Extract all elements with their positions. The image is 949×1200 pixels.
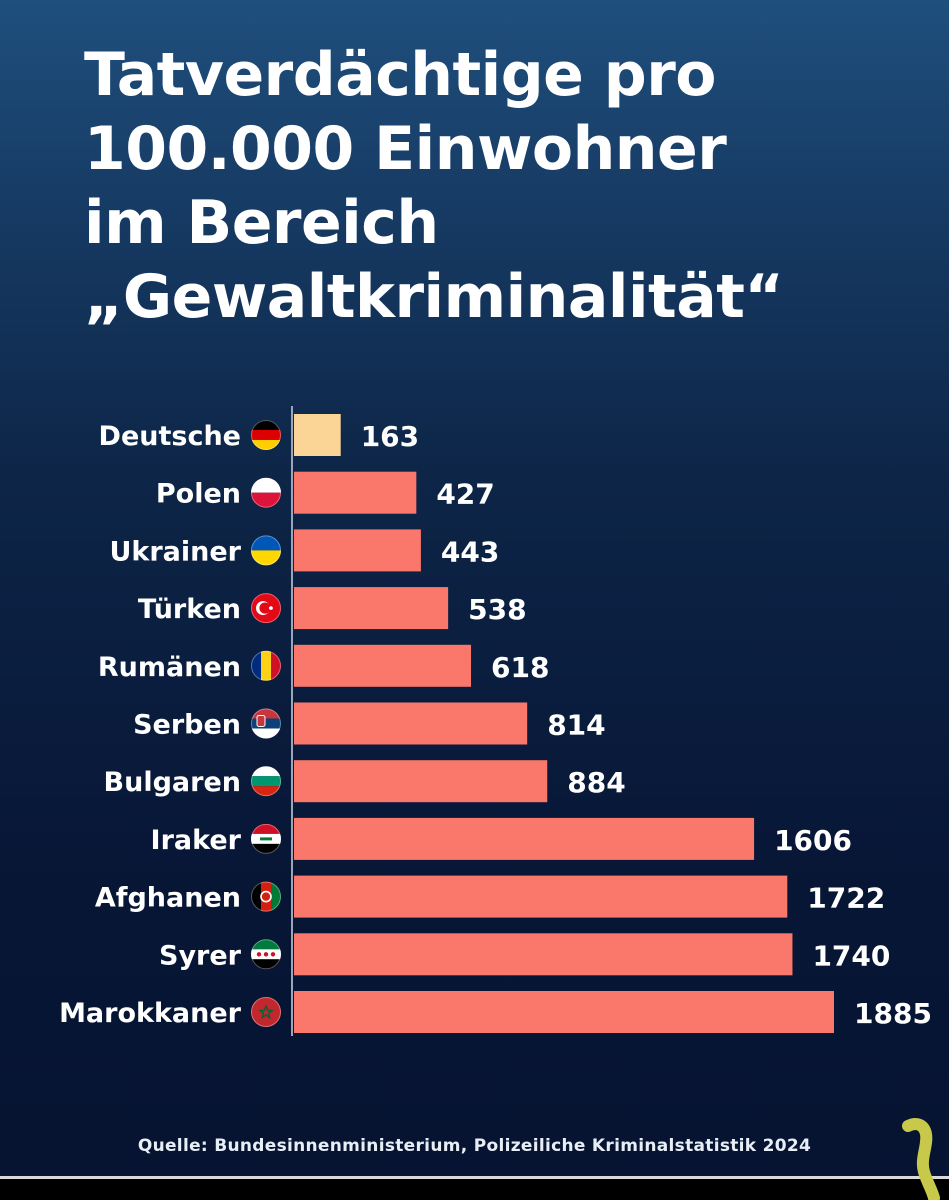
chart-title: Tatverdächtige pro 100.000 Einwohner im … [84, 38, 884, 334]
value-label-9: 1740 [812, 939, 890, 972]
bar-0 [294, 414, 341, 456]
poland-flag-icon [251, 477, 281, 508]
corner-squiggle-icon [902, 1118, 940, 1200]
value-label-5: 814 [547, 709, 605, 742]
bar-6 [294, 760, 548, 803]
bar-10 [294, 991, 834, 1033]
bottom-divider [0, 1176, 949, 1179]
category-label-6: Bulgaren [104, 767, 241, 798]
bar-8 [294, 875, 788, 918]
bottom-strip [0, 1179, 949, 1200]
value-label-1: 427 [436, 478, 494, 511]
category-label-4: Rumänen [98, 652, 241, 683]
bars-group: Deutsche 163 Polen 427 Ukrainer 443 Türken 538 R… [59, 414, 932, 1033]
afghanistan-flag-icon [251, 881, 281, 912]
value-label-3: 538 [468, 593, 526, 626]
category-label-8: Afghanen [95, 883, 241, 914]
bar-1 [294, 471, 417, 514]
bar-3 [294, 587, 449, 630]
value-label-4: 618 [491, 651, 549, 684]
value-label-8: 1722 [807, 882, 885, 915]
category-label-3: Türken [138, 594, 241, 625]
value-label-10: 1885 [854, 997, 932, 1030]
title-line-3: im Bereich [84, 188, 439, 258]
title-line-4: „Gewaltkriminalität“ [84, 262, 784, 332]
ukraine-flag-icon [251, 535, 281, 566]
turkey-flag-icon [251, 593, 281, 624]
bar-4 [294, 644, 472, 687]
romania-flag-icon [251, 650, 281, 681]
bar-9 [294, 933, 793, 976]
category-label-0: Deutsche [99, 421, 241, 452]
category-label-1: Polen [156, 479, 241, 510]
serbia-flag-icon [251, 708, 281, 739]
value-label-6: 884 [567, 766, 625, 799]
title-line-2: 100.000 Einwohner [84, 114, 727, 184]
syria-flag-icon [251, 939, 281, 970]
category-label-10: Marokkaner [59, 998, 242, 1029]
value-label-2: 443 [441, 535, 499, 568]
bar-chart: Deutsche 163 Polen 427 Ukrainer 443 Türken 538 R… [59, 406, 932, 1036]
category-label-7: Iraker [151, 825, 242, 856]
bar-7 [294, 817, 755, 860]
source-note: Quelle: Bundesinnenministerium, Polizeil… [137, 1136, 812, 1156]
bar-5 [294, 702, 528, 745]
germany-flag-icon [251, 420, 281, 450]
value-label-0: 163 [361, 420, 419, 453]
category-label-2: Ukrainer [109, 536, 241, 567]
category-label-5: Serben [133, 710, 241, 741]
iraq-flag-icon [251, 823, 281, 854]
bulgaria-flag-icon [251, 766, 281, 797]
value-label-7: 1606 [774, 824, 852, 857]
category-label-9: Syrer [159, 940, 242, 971]
bar-2 [294, 529, 421, 572]
morocco-flag-icon [251, 997, 281, 1027]
title-line-1: Tatverdächtige pro [84, 40, 717, 110]
